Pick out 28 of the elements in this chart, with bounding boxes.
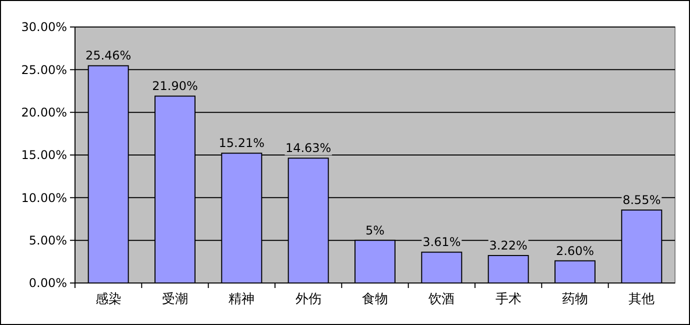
data-label: 2.60%: [556, 244, 594, 258]
data-label: 14.63%: [285, 141, 332, 156]
data-label: 3.61%: [422, 235, 461, 250]
y-tick-label: 10.00%: [21, 190, 67, 205]
x-tick-label: 其他: [628, 292, 655, 307]
data-label: 5%: [365, 223, 385, 238]
x-tick-label: 食物: [362, 292, 388, 307]
x-tick-label: 受潮: [162, 292, 188, 307]
y-tick-label: 25.00%: [21, 62, 67, 77]
y-tick-label: 5.00%: [28, 234, 67, 248]
bar: [488, 255, 529, 284]
x-tick-label: 饮酒: [428, 292, 455, 307]
data-label: 21.90%: [152, 79, 198, 94]
data-label: 25.46%: [85, 48, 132, 63]
x-tick-label: 感染: [95, 292, 122, 307]
y-tick-label: 20.00%: [21, 106, 67, 120]
y-tick-label: 15.00%: [21, 148, 67, 162]
x-tick-label: 精神: [228, 292, 255, 307]
x-tick-label: 手术: [495, 292, 522, 307]
y-tick-label: 0.00%: [28, 276, 67, 290]
bar: [554, 260, 596, 284]
x-tick-label: 药物: [562, 292, 588, 307]
data-label: 3.22%: [489, 238, 528, 253]
y-tick-label: 30.00%: [21, 20, 67, 34]
x-tick-label: 外伤: [295, 292, 322, 307]
data-label: 15.21%: [218, 136, 265, 150]
data-label: 8.55%: [622, 193, 661, 208]
bar: [421, 252, 462, 284]
